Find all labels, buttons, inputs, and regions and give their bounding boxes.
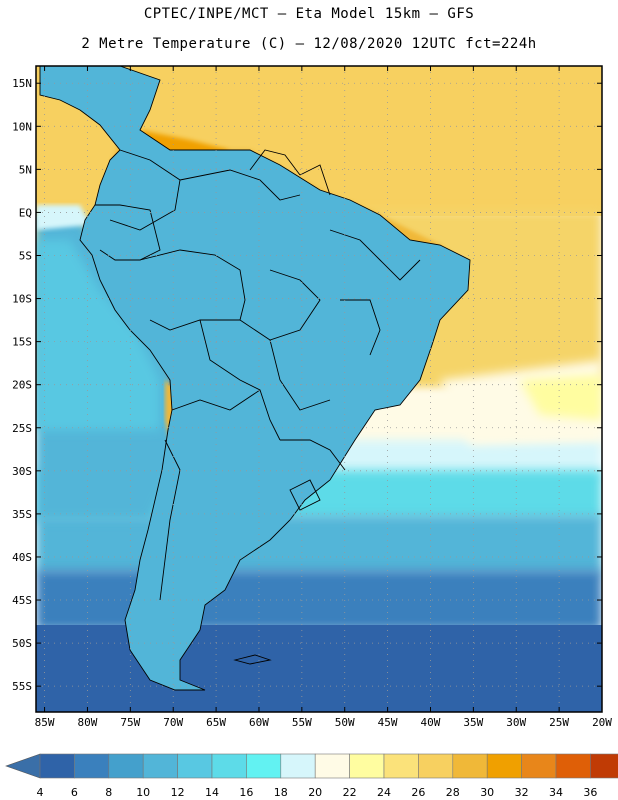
latitude-axis: 15N 10N 5N EQ 5S 10S 15S 20S 25S 30S 35S 40S 45S 50S 5… — [12, 77, 602, 693]
lon-tick-label: 40W — [421, 716, 441, 729]
lon-tick-label: 75W — [120, 716, 140, 729]
graticule — [36, 66, 602, 712]
colorbar-swatch — [142, 753, 178, 779]
colorbar-label: 28 — [446, 786, 460, 799]
lon-tick-label: 70W — [163, 716, 183, 729]
colorbar-swatch — [521, 753, 557, 779]
colorbar-swatch — [555, 753, 591, 779]
colorbar-label: 32 — [515, 786, 529, 799]
colorbar-under-arrow — [5, 753, 41, 779]
colorbar-label: 10 — [136, 786, 150, 799]
lon-tick-label: 20W — [592, 716, 612, 729]
lat-tick-label: 30S — [12, 465, 32, 478]
lat-tick-label: 55S — [12, 680, 32, 693]
lon-tick-label: 65W — [206, 716, 226, 729]
lon-tick-label: 35W — [463, 716, 483, 729]
lat-tick-label: 15N — [12, 77, 32, 90]
lat-tick-label: 10S — [12, 293, 32, 306]
longitude-axis: 85W 80W 75W 70W 65W 60W 55W 50W 45W 40W 35W 30W 25W 2… — [35, 66, 612, 729]
colorbar-swatch — [590, 753, 618, 779]
colorbar-label: 4 — [37, 786, 44, 799]
colorbar-swatch — [74, 753, 110, 779]
colorbar-swatch — [349, 753, 385, 779]
lon-tick-label: 55W — [292, 716, 312, 729]
colorbar-swatch — [383, 753, 419, 779]
map-title-line-2: 2 Metre Temperature (C) – 12/08/2020 12U… — [81, 36, 537, 52]
colorbar-swatch — [280, 753, 316, 779]
lon-tick-label: 85W — [35, 716, 55, 729]
map-title-line-1: CPTEC/INPE/MCT – Eta Model 15km – GFS — [143, 6, 475, 22]
colorbar-label: 26 — [411, 786, 425, 799]
colorbar-swatch — [211, 753, 247, 779]
colorbar-swatch — [177, 753, 213, 779]
colorbar-swatch — [108, 753, 144, 779]
lon-tick-label: 25W — [549, 716, 569, 729]
colorbar-swatch — [486, 753, 522, 779]
lat-tick-label: 5N — [19, 163, 32, 176]
colorbar-label: 8 — [105, 786, 112, 799]
colorbar-swatch — [418, 753, 454, 779]
colorbar-swatch — [39, 753, 75, 779]
lat-tick-label: 40S — [12, 551, 32, 564]
lat-tick-label: 50S — [12, 637, 32, 650]
lat-tick-label: 45S — [12, 594, 32, 607]
colorbar-label: 12 — [171, 786, 185, 799]
lon-tick-label: 60W — [249, 716, 269, 729]
lat-tick-label: 20S — [12, 379, 32, 392]
colorbar-swatch — [246, 753, 282, 779]
lon-tick-label: 80W — [78, 716, 98, 729]
lon-tick-label: 50W — [335, 716, 355, 729]
lat-tick-label: EQ — [19, 206, 32, 219]
colorbar-label: 20 — [308, 786, 322, 799]
colorbar-label: 36 — [583, 786, 597, 799]
colorbar-swatch — [314, 753, 350, 779]
political-borders — [39, 66, 471, 691]
lat-tick-label: 10N — [12, 120, 32, 133]
lat-tick-label: 35S — [12, 508, 32, 521]
lon-tick-label: 30W — [506, 716, 526, 729]
colorbar-swatch — [452, 753, 488, 779]
lat-tick-label: 25S — [12, 422, 32, 435]
colorbar-label: 16 — [239, 786, 253, 799]
colorbar-label: 34 — [549, 786, 563, 799]
lat-tick-label: 5S — [19, 249, 32, 262]
colorbar-label: 30 — [480, 786, 494, 799]
colorbar-label: 22 — [343, 786, 357, 799]
colorbar-label: 6 — [71, 786, 78, 799]
lon-tick-label: 45W — [378, 716, 398, 729]
map-frame — [35, 65, 603, 713]
colorbar-label: 14 — [205, 786, 219, 799]
lat-tick-label: 15S — [12, 336, 32, 349]
colorbar-label: 18 — [274, 786, 288, 799]
colorbar-label: 24 — [377, 786, 391, 799]
